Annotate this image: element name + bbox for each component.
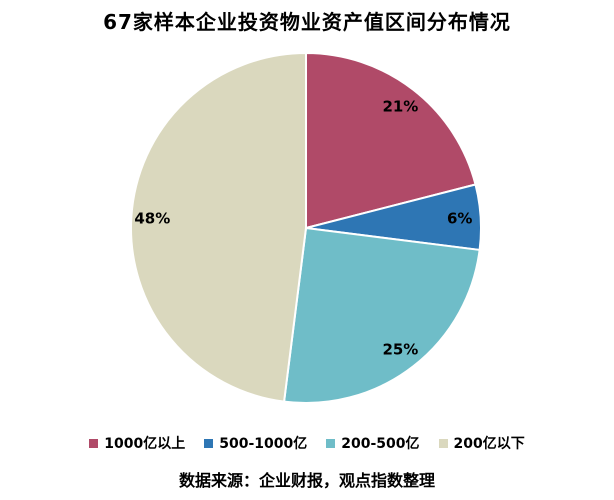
source-note: 数据来源：企业财报，观点指数整理	[178, 471, 435, 490]
chart-title: 67家样本企业投资物业资产值区间分布情况	[103, 10, 511, 34]
slice-value-label: 21%	[382, 97, 418, 115]
legend-label: 1000亿以上	[104, 436, 186, 452]
legend-item-3: 200-500亿	[326, 433, 420, 453]
legend-item-4: 200亿以下	[438, 433, 525, 453]
legend-label: 200-500亿	[341, 436, 420, 452]
legend-swatch-icon	[204, 438, 214, 448]
pie-slice-3	[283, 227, 481, 404]
legend-swatch-icon	[438, 438, 448, 448]
pie-slice-4	[130, 52, 307, 403]
legend-swatch-icon	[89, 438, 99, 448]
slice-value-label: 25%	[382, 341, 418, 359]
slice-value-label: 48%	[134, 209, 170, 227]
legend-item-1: 1000亿以上	[89, 433, 185, 453]
slice-value-label: 6%	[447, 209, 472, 227]
legend: 1000亿以上 500-1000亿 200-500亿 200亿以下	[0, 433, 614, 453]
legend-label: 500-1000亿	[219, 436, 308, 452]
legend-item-2: 500-1000亿	[204, 433, 307, 453]
pie-slice-1	[305, 52, 477, 229]
legend-swatch-icon	[326, 438, 336, 448]
legend-label: 200亿以下	[453, 436, 525, 452]
